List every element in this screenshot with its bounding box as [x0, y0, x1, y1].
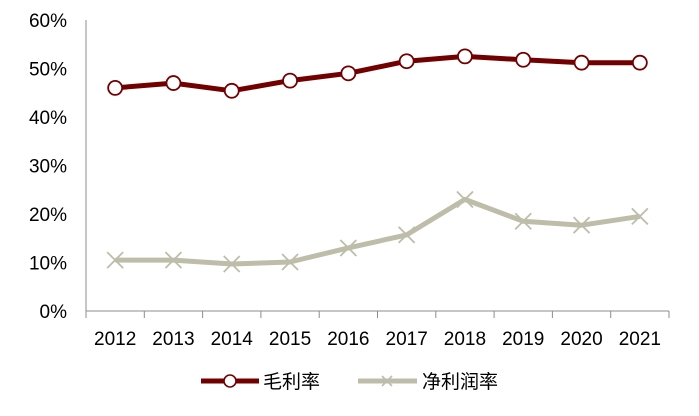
- legend-item-gross-margin[interactable]: 毛利率: [201, 371, 320, 393]
- data-point-x[interactable]: [106, 251, 124, 269]
- x-tick-label: 2016: [327, 329, 369, 350]
- data-point-x[interactable]: [398, 226, 416, 244]
- data-point-x[interactable]: [164, 251, 183, 269]
- series-layer: [106, 48, 649, 273]
- data-point-circle[interactable]: [457, 48, 473, 65]
- legend-item-net-margin[interactable]: 净利润率: [358, 371, 498, 393]
- data-point-x[interactable]: [631, 207, 649, 226]
- data-point-circle[interactable]: [165, 75, 182, 91]
- x-tick-label: 2017: [386, 329, 428, 350]
- data-point-x[interactable]: [514, 212, 532, 230]
- data-point-circle[interactable]: [573, 54, 590, 71]
- x-tick-label: 2014: [211, 329, 254, 350]
- y-tick-label: 10%: [29, 254, 67, 275]
- data-point-circle[interactable]: [631, 54, 648, 71]
- y-tick-label: 20%: [29, 205, 67, 226]
- data-point-x[interactable]: [339, 239, 357, 257]
- data-point-circle[interactable]: [107, 80, 124, 96]
- data-point-x[interactable]: [456, 190, 474, 209]
- data-point-circle[interactable]: [515, 51, 532, 68]
- data-point-circle[interactable]: [223, 82, 240, 99]
- x-axis: 2012 2013 2014 2015 2016 2017 2018 2019 2020 2021: [85, 310, 670, 350]
- x-tick-label: 2018: [444, 329, 486, 350]
- series-line: [114, 53, 640, 94]
- legend-label-gross-margin: 毛利率: [263, 371, 320, 393]
- x-tick-label: 2015: [269, 329, 311, 350]
- y-axis: 0% 10% 20% 30% 40% 50% 60%: [29, 11, 87, 323]
- x-tick-label: 2019: [502, 329, 544, 350]
- x-tick-label: 2012: [94, 329, 136, 350]
- data-point-circle[interactable]: [398, 53, 415, 70]
- data-point-x[interactable]: [223, 255, 241, 273]
- data-point-circle[interactable]: [340, 65, 357, 82]
- y-tick-label: 0%: [40, 302, 68, 323]
- y-tick-label: 50%: [29, 60, 67, 81]
- data-point-circle[interactable]: [282, 72, 298, 89]
- data-point-x[interactable]: [281, 253, 299, 271]
- x-marker-icon: [381, 375, 393, 387]
- x-tick-label: 2020: [560, 329, 602, 350]
- legend: 毛利率 净利润率: [201, 371, 498, 393]
- y-tick-label: 30%: [29, 157, 67, 178]
- series-line: [115, 196, 641, 267]
- legend-label-net-margin: 净利润率: [422, 371, 498, 393]
- series-net-margin: [106, 190, 649, 273]
- x-tick-label: 2013: [152, 329, 194, 350]
- x-tick-label: 2021: [619, 329, 661, 350]
- y-tick-label: 60%: [29, 11, 67, 32]
- series-gross-margin: [107, 48, 648, 99]
- y-tick-label: 40%: [29, 108, 67, 129]
- circle-marker-icon: [223, 374, 237, 388]
- data-point-x[interactable]: [572, 216, 591, 234]
